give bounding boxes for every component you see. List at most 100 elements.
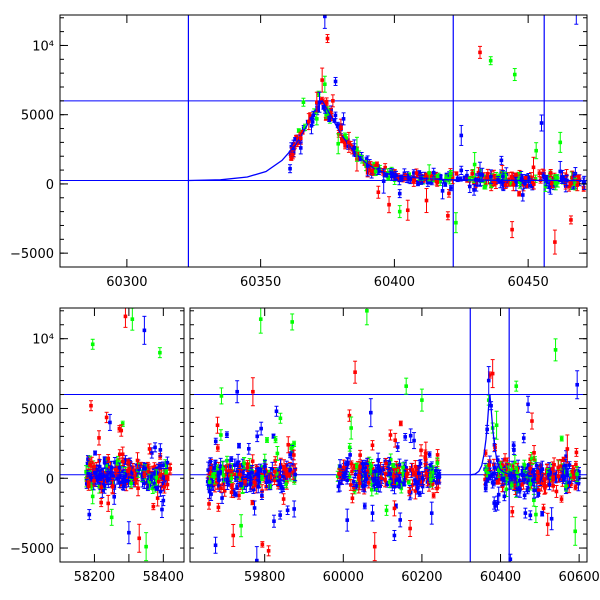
data-point <box>89 400 93 412</box>
data-point <box>322 75 327 93</box>
data-point <box>301 97 306 107</box>
data-point <box>250 464 255 481</box>
data-point <box>104 473 109 481</box>
data-point <box>161 461 166 469</box>
data-point <box>256 466 261 475</box>
data-point <box>539 114 544 132</box>
data-point <box>281 459 286 475</box>
data-point <box>216 502 221 512</box>
data-point <box>392 529 397 541</box>
data-point <box>288 164 293 174</box>
data-point <box>260 541 265 548</box>
data-point <box>271 433 276 439</box>
data-point <box>129 478 134 488</box>
data-point <box>215 444 220 452</box>
data-point <box>333 111 338 120</box>
data-point <box>575 370 580 400</box>
data-point <box>404 377 409 395</box>
data-point <box>521 432 526 444</box>
data-point <box>431 167 436 178</box>
x-tick-label: 60000 <box>323 570 364 585</box>
data-point <box>137 523 142 553</box>
data-point <box>552 229 557 255</box>
data-point <box>407 487 412 497</box>
data-point <box>550 461 555 477</box>
data-point <box>431 465 436 480</box>
data-point <box>445 211 450 221</box>
data-point <box>107 413 112 431</box>
data-point <box>551 475 556 481</box>
data-point <box>512 470 517 484</box>
data-point <box>256 480 261 494</box>
data-point <box>582 175 587 190</box>
data-point <box>387 196 392 214</box>
data-point <box>570 465 575 479</box>
data-point <box>574 448 579 457</box>
data-point <box>406 479 411 485</box>
data-point <box>215 416 220 434</box>
data-point <box>264 437 269 443</box>
data-point <box>254 464 259 480</box>
data-point <box>534 142 539 160</box>
data-point <box>532 471 537 487</box>
data-point <box>427 451 432 458</box>
data-point <box>472 152 477 178</box>
data-point <box>86 480 91 487</box>
data-point <box>511 178 516 192</box>
y-tick-label: 10⁴ <box>32 39 54 54</box>
data-point <box>483 480 488 488</box>
data-point <box>506 465 511 481</box>
data-point <box>556 459 561 476</box>
x-tick-label: 60600 <box>558 570 599 585</box>
data-point <box>352 139 357 157</box>
data-point <box>411 469 416 477</box>
data-point <box>250 499 255 506</box>
data-point <box>511 445 516 455</box>
data-point <box>212 464 217 472</box>
data-point <box>211 472 216 479</box>
data-point <box>130 308 135 331</box>
data-point <box>291 449 296 461</box>
data-point <box>353 360 358 384</box>
data-point <box>293 467 298 482</box>
plot-frame <box>59 307 185 563</box>
x-tick-label: 58400 <box>143 570 184 585</box>
data-point <box>419 171 424 185</box>
data-point <box>526 182 531 189</box>
data-point <box>102 457 107 469</box>
data-point <box>341 471 346 480</box>
data-point <box>542 481 547 495</box>
data-point <box>235 460 240 468</box>
data-point <box>246 442 251 455</box>
data-point <box>369 483 374 497</box>
data-point <box>522 491 527 500</box>
data-point <box>87 509 92 521</box>
data-point <box>135 452 140 469</box>
data-point <box>101 468 106 484</box>
data-point <box>401 462 406 473</box>
data-point <box>245 462 250 472</box>
data-point <box>258 308 263 334</box>
data-point <box>408 520 413 538</box>
data-point <box>559 435 564 442</box>
data-point <box>207 484 212 499</box>
data-point <box>388 467 393 480</box>
data-point <box>534 462 539 470</box>
y-tick-label: 0 <box>46 178 54 193</box>
data-point <box>235 380 240 404</box>
data-point <box>514 380 519 392</box>
data-point <box>459 124 464 146</box>
data-point <box>252 477 257 488</box>
data-point <box>551 480 556 492</box>
data-point <box>153 442 158 453</box>
data-point <box>526 395 531 413</box>
data-point <box>532 445 537 461</box>
data-point <box>285 505 290 516</box>
data-point <box>333 76 338 86</box>
data-point <box>397 189 402 199</box>
data-point <box>454 171 459 176</box>
data-point <box>376 185 381 199</box>
data-point <box>347 442 352 452</box>
data-point <box>90 488 95 505</box>
data-point <box>161 495 166 507</box>
